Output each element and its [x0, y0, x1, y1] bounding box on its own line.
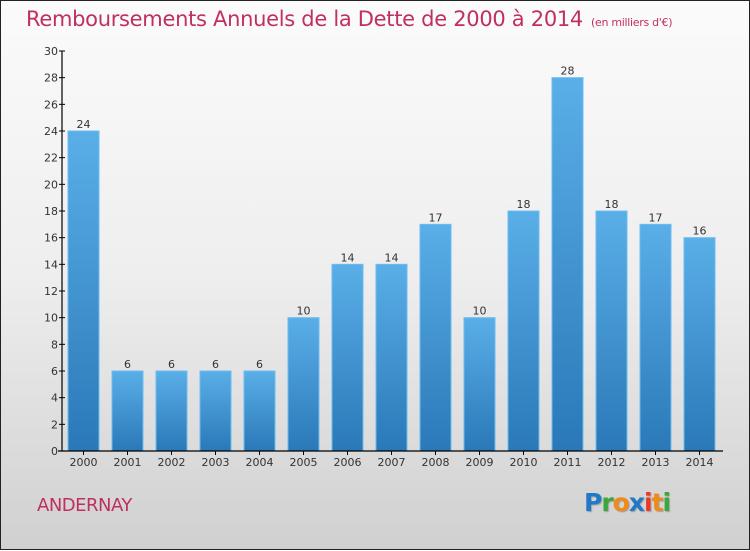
bar-2002 — [155, 370, 188, 452]
y-tick-label: 24 — [44, 125, 58, 138]
y-tick-label: 8 — [51, 338, 58, 351]
value-label-2009: 10 — [473, 305, 487, 318]
y-tick-label: 10 — [44, 312, 58, 325]
y-tick-label: 18 — [44, 205, 58, 218]
value-label-2007: 14 — [385, 251, 399, 264]
proxiti-logo[interactable]: Proxiti — [584, 488, 672, 517]
y-tick-label: 14 — [44, 258, 58, 271]
x-tick-label: 2003 — [202, 456, 230, 469]
x-tick-label: 2010 — [510, 456, 538, 469]
value-label-2006: 14 — [341, 251, 355, 264]
x-tick-label: 2000 — [70, 456, 98, 469]
y-tick-label: 22 — [44, 152, 58, 165]
x-tick-label: 2008 — [422, 456, 450, 469]
y-tick-label: 2 — [51, 418, 58, 431]
value-label-2014: 16 — [693, 225, 707, 238]
x-tick-label: 2002 — [158, 456, 186, 469]
bar-2001 — [111, 370, 144, 452]
y-tick-label: 26 — [44, 98, 58, 111]
logo-letter: i — [644, 488, 653, 517]
y-tick-label: 4 — [51, 392, 58, 405]
value-label-2004: 6 — [256, 358, 263, 371]
x-tick-label: 2007 — [378, 456, 406, 469]
value-label-2010: 18 — [517, 198, 531, 211]
value-label-2001: 6 — [124, 358, 131, 371]
bar-2007 — [375, 263, 408, 452]
x-tick-label: 2011 — [554, 456, 582, 469]
x-tick-label: 2012 — [598, 456, 626, 469]
bar-2004 — [243, 370, 276, 452]
bar-2006 — [331, 263, 364, 452]
bar-2011 — [551, 77, 584, 452]
bar-2013 — [639, 223, 672, 452]
logo-letter: t — [651, 488, 664, 517]
town-name: ANDERNAY — [37, 495, 132, 516]
value-label-2012: 18 — [605, 198, 619, 211]
value-label-2011: 28 — [561, 65, 575, 78]
bar-2008 — [419, 223, 452, 452]
logo-letter: i — [662, 488, 672, 517]
y-tick-label: 28 — [44, 72, 58, 85]
bar-2003 — [199, 370, 232, 452]
value-label-2005: 10 — [297, 305, 311, 318]
logo-letter: P — [584, 488, 602, 517]
value-label-2002: 6 — [168, 358, 175, 371]
x-tick-label: 2013 — [642, 456, 670, 469]
logo-letter: o — [612, 488, 630, 517]
x-tick-label: 2006 — [334, 456, 362, 469]
logo-letter: x — [628, 488, 645, 517]
x-tick-label: 2004 — [246, 456, 274, 469]
y-tick-label: 6 — [51, 365, 58, 378]
y-tick-label: 16 — [44, 232, 58, 245]
bar-2005 — [287, 317, 320, 452]
x-tick-label: 2001 — [114, 456, 142, 469]
x-tick-label: 2005 — [290, 456, 318, 469]
value-label-2008: 17 — [429, 211, 443, 224]
value-label-2000: 24 — [77, 118, 91, 131]
logo-letter: r — [601, 488, 613, 517]
y-tick-label: 30 — [44, 45, 58, 58]
chart-title: Remboursements Annuels de la Dette de 20… — [26, 7, 672, 31]
y-tick-label: 12 — [44, 285, 58, 298]
bar-2010 — [507, 210, 540, 452]
bar-2009 — [463, 317, 496, 452]
bar-2012 — [595, 210, 628, 452]
bar-2014 — [683, 237, 716, 452]
bar-2000 — [67, 130, 100, 452]
value-label-2003: 6 — [212, 358, 219, 371]
y-tick-label: 20 — [44, 178, 58, 191]
value-label-2013: 17 — [649, 211, 663, 224]
title-text: Remboursements Annuels de la Dette de 20… — [26, 7, 583, 31]
x-tick-label: 2009 — [466, 456, 494, 469]
unit-label: (en milliers d'€) — [591, 16, 673, 29]
x-tick-label: 2014 — [686, 456, 714, 469]
y-tick-label: 0 — [51, 445, 58, 458]
